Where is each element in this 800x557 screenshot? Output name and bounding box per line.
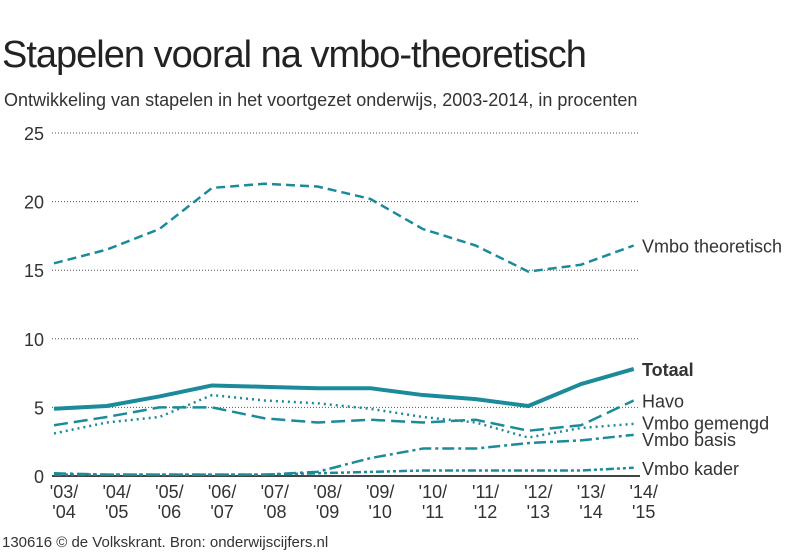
x-tick-label: '10 (368, 502, 391, 522)
x-tick-label: '15 (632, 502, 655, 522)
series-line-vmbo-theoretisch (53, 182, 635, 273)
x-tick-label: '08/ (313, 482, 341, 502)
x-tick-label: '11 (422, 502, 444, 522)
x-tick-label: '08 (263, 502, 286, 522)
x-tick-label: '09 (316, 502, 339, 522)
series-label-vmbo-gemengd: Vmbo gemengd (642, 413, 769, 433)
series-line-vmbo-gemengd (53, 393, 634, 439)
y-tick-label: 25 (24, 124, 44, 144)
y-tick-label: 20 (24, 193, 44, 213)
series-label-havo: Havo (642, 392, 684, 412)
y-tick-label: 5 (34, 398, 44, 418)
x-tick-label: '05 (105, 502, 128, 522)
series-label-vmbo-theoretisch: Vmbo theoretisch (642, 237, 782, 257)
y-tick-label: 15 (24, 261, 44, 281)
series-label-vmbo-basis: Vmbo basis (642, 430, 736, 450)
series-label-vmbo-kader: Vmbo kader (642, 459, 739, 479)
x-tick-label: '04/ (102, 482, 130, 502)
x-tick-label: '07 (210, 502, 233, 522)
series-line-vmbo-kader (54, 466, 634, 476)
series-line-totaal (53, 367, 635, 411)
x-tick-label: '06/ (208, 482, 236, 502)
chart-title: Stapelen vooral na vmbo-theoretisch (2, 34, 587, 76)
series-label-totaal: Totaal (642, 360, 694, 380)
x-tick-label: '03/ (50, 482, 78, 502)
y-tick-label: 0 (34, 467, 44, 487)
x-tick-label: '12/ (524, 482, 552, 502)
series-line-havo (53, 399, 635, 432)
x-tick-label: '13 (527, 502, 550, 522)
y-tick-label: 10 (24, 330, 44, 350)
x-tick-label: '14 (579, 502, 602, 522)
x-tick-label: '14/ (629, 482, 657, 502)
x-tick-label: '06 (158, 502, 181, 522)
source-credit: 130616 © de Volkskrant. Bron: onderwijsc… (2, 534, 329, 551)
x-tick-label: '10/ (419, 482, 447, 502)
x-tick-label: '11/ (472, 482, 499, 502)
chart-subtitle: Ontwikkeling van stapelen in het voortge… (4, 90, 638, 110)
x-tick-label: '13/ (577, 482, 605, 502)
x-tick-label: '12 (474, 502, 497, 522)
x-tick-label: '05/ (155, 482, 183, 502)
x-tick-label: '07/ (261, 482, 289, 502)
x-tick-label: '09/ (366, 482, 394, 502)
series-line-vmbo-basis (53, 433, 634, 476)
x-tick-label: '04 (52, 502, 75, 522)
